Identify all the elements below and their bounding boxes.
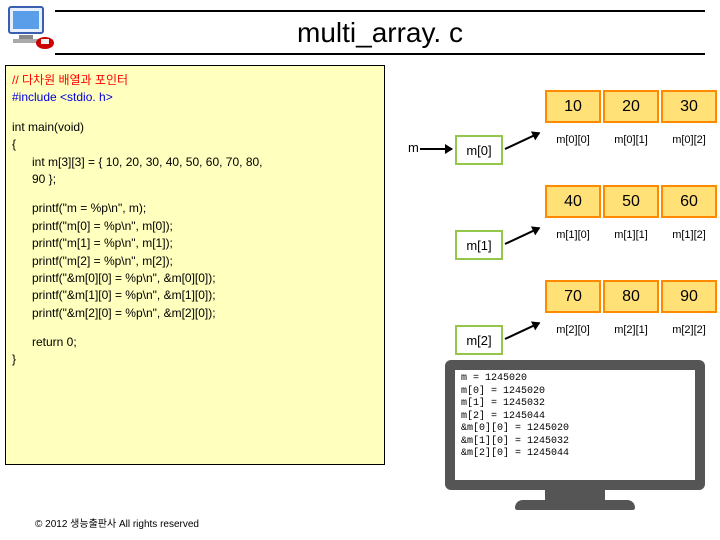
output-line: m = 1245020 [461,373,689,386]
index-label: m[1][2] [661,225,717,245]
index-label: m[0][0] [545,130,601,150]
pointer-box: m[2] [455,325,503,355]
array-cell: 40 [545,185,601,218]
code-decl: int m[3][3] = { 10, 20, 30, 40, 50, 60, … [12,154,378,171]
array-cell: 60 [661,185,717,218]
code-include: #include <stdio. h> [12,89,378,106]
blank [12,322,378,334]
monitor-base [515,500,635,510]
m-label: m [408,140,419,155]
index-row: m[0][0] m[0][1] m[0][2] [545,130,719,150]
index-label: m[1][1] [603,225,659,245]
arrow-icon [420,148,452,150]
code-main: int main(void) [12,119,378,136]
array-cell: 30 [661,90,717,123]
output-line: &m[0][0] = 1245020 [461,423,689,436]
output-line: &m[1][0] = 1245032 [461,436,689,449]
array-row: 10 20 30 [545,90,719,123]
code-printf: printf("m[0] = %p\n", m[0]); [12,218,378,235]
blank [12,188,378,200]
index-label: m[2][1] [603,320,659,340]
pointer-box: m[0] [455,135,503,165]
code-printf: printf("&m[0][0] = %p\n", &m[0][0]); [12,270,378,287]
monitor-output: m = 1245020 m[0] = 1245020 m[1] = 124503… [445,360,705,520]
code-block: // 다차원 배열과 포인터 #include <stdio. h> int m… [5,65,385,465]
array-cell: 20 [603,90,659,123]
index-label: m[2][0] [545,320,601,340]
arrow-icon [505,322,540,340]
index-label: m[0][2] [661,130,717,150]
output-line: &m[2][0] = 1245044 [461,448,689,461]
array-cell: 70 [545,280,601,313]
index-label: m[2][2] [661,320,717,340]
pointer-box: m[1] [455,230,503,260]
copyright: © 2012 생능출판사 All rights reserved [35,515,199,530]
code-brace-close: } [12,351,378,368]
page-title: multi_array. c [297,17,463,49]
code-decl2: 90 }; [12,171,378,188]
title-bar: multi_array. c [55,10,705,55]
array-row: 70 80 90 [545,280,719,313]
array-cell: 10 [545,90,601,123]
code-printf: printf("m = %p\n", m); [12,200,378,217]
code-printf: printf("&m[2][0] = %p\n", &m[2][0]); [12,305,378,322]
code-comment: // 다차원 배열과 포인터 [12,72,378,89]
output-line: m[2] = 1245044 [461,411,689,424]
array-row: 40 50 60 [545,185,719,218]
computer-icon [5,5,55,50]
arrow-icon [505,132,540,150]
code-printf: printf("&m[1][0] = %p\n", &m[1][0]); [12,287,378,304]
monitor-frame: m = 1245020 m[0] = 1245020 m[1] = 124503… [445,360,705,490]
index-label: m[0][1] [603,130,659,150]
code-return: return 0; [12,334,378,351]
code-printf: printf("m[2] = %p\n", m[2]); [12,253,378,270]
output-line: m[0] = 1245020 [461,386,689,399]
array-cell: 80 [603,280,659,313]
arrow-icon [505,227,540,245]
code-printf: printf("m[1] = %p\n", m[1]); [12,235,378,252]
index-label: m[1][0] [545,225,601,245]
index-row: m[1][0] m[1][1] m[1][2] [545,225,719,245]
code-brace: { [12,136,378,153]
array-cell: 50 [603,185,659,218]
array-cell: 90 [661,280,717,313]
index-row: m[2][0] m[2][1] m[2][2] [545,320,719,340]
output-line: m[1] = 1245032 [461,398,689,411]
blank [12,107,378,119]
monitor-screen: m = 1245020 m[0] = 1245020 m[1] = 124503… [455,370,695,480]
